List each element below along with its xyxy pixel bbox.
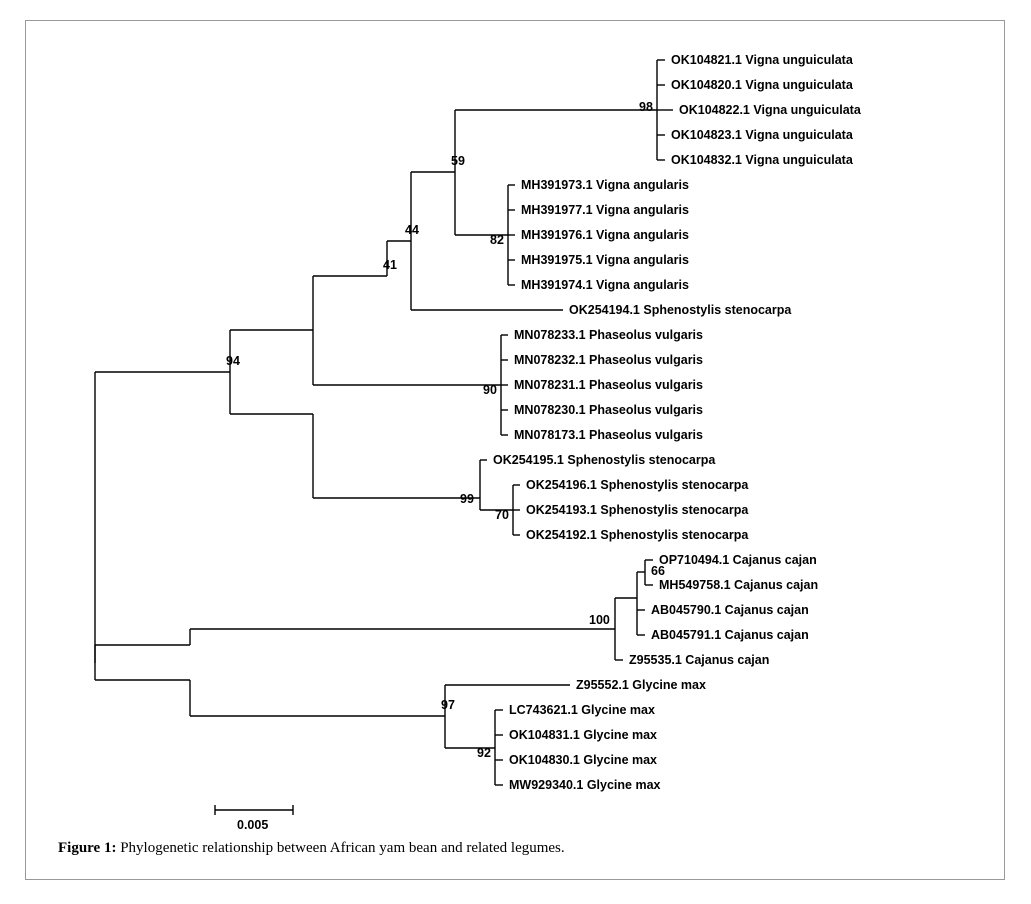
bootstrap-value: 92 — [477, 746, 491, 760]
taxon-label: MH391977.1 Vigna angularis — [521, 203, 689, 217]
taxon-label: Z95552.1 Glycine max — [576, 678, 706, 692]
bootstrap-value: 70 — [495, 508, 509, 522]
figure-caption-text: Phylogenetic relationship between Africa… — [116, 840, 564, 856]
taxon-label: MH549758.1 Cajanus cajan — [659, 578, 818, 592]
taxon-label: MW929340.1 Glycine max — [509, 778, 660, 792]
taxon-label: OK104830.1 Glycine max — [509, 753, 657, 767]
taxon-label: MN078232.1 Phaseolus vulgaris — [514, 353, 703, 367]
scale-bar-label: 0.005 — [237, 818, 268, 832]
taxon-label: MH391974.1 Vigna angularis — [521, 278, 689, 292]
taxon-label: OP710494.1 Cajanus cajan — [659, 553, 817, 567]
bootstrap-value: 44 — [405, 223, 419, 237]
bootstrap-value: 99 — [460, 492, 474, 506]
bootstrap-value: 66 — [651, 564, 665, 578]
taxon-label: OK104823.1 Vigna unguiculata — [671, 128, 853, 142]
taxon-label: MH391976.1 Vigna angularis — [521, 228, 689, 242]
taxon-label: AB045790.1 Cajanus cajan — [651, 603, 809, 617]
bootstrap-value: 94 — [226, 354, 240, 368]
taxon-label: AB045791.1 Cajanus cajan — [651, 628, 809, 642]
taxon-label: MN078233.1 Phaseolus vulgaris — [514, 328, 703, 342]
taxon-label: MN078173.1 Phaseolus vulgaris — [514, 428, 703, 442]
bootstrap-value: 98 — [639, 100, 653, 114]
bootstrap-value: 90 — [483, 383, 497, 397]
bootstrap-value: 100 — [589, 613, 610, 627]
figure-caption: Figure 1: Phylogenetic relationship betw… — [58, 840, 565, 857]
bootstrap-value: 59 — [451, 154, 465, 168]
phylogenetic-tree — [25, 20, 1005, 880]
taxon-label: MH391975.1 Vigna angularis — [521, 253, 689, 267]
taxon-label: OK254193.1 Sphenostylis stenocarpa — [526, 503, 748, 517]
taxon-label: OK104820.1 Vigna unguiculata — [671, 78, 853, 92]
taxon-label: OK254194.1 Sphenostylis stenocarpa — [569, 303, 791, 317]
taxon-label: OK104831.1 Glycine max — [509, 728, 657, 742]
taxon-label: OK104821.1 Vigna unguiculata — [671, 53, 853, 67]
bootstrap-value: 41 — [383, 258, 397, 272]
taxon-label: MN078230.1 Phaseolus vulgaris — [514, 403, 703, 417]
taxon-label: OK254195.1 Sphenostylis stenocarpa — [493, 453, 715, 467]
bootstrap-value: 82 — [490, 233, 504, 247]
taxon-label: Z95535.1 Cajanus cajan — [629, 653, 769, 667]
figure-container: OK104821.1 Vigna unguiculata OK104820.1 V… — [0, 0, 1031, 904]
figure-caption-prefix: Figure 1: — [58, 840, 116, 856]
taxon-label: OK104832.1 Vigna unguiculata — [671, 153, 853, 167]
taxon-label: OK104822.1 Vigna unguiculata — [679, 103, 861, 117]
taxon-label: OK254192.1 Sphenostylis stenocarpa — [526, 528, 748, 542]
taxon-label: LC743621.1 Glycine max — [509, 703, 655, 717]
taxon-label: MN078231.1 Phaseolus vulgaris — [514, 378, 703, 392]
taxon-label: OK254196.1 Sphenostylis stenocarpa — [526, 478, 748, 492]
bootstrap-value: 97 — [441, 698, 455, 712]
taxon-label: MH391973.1 Vigna angularis — [521, 178, 689, 192]
